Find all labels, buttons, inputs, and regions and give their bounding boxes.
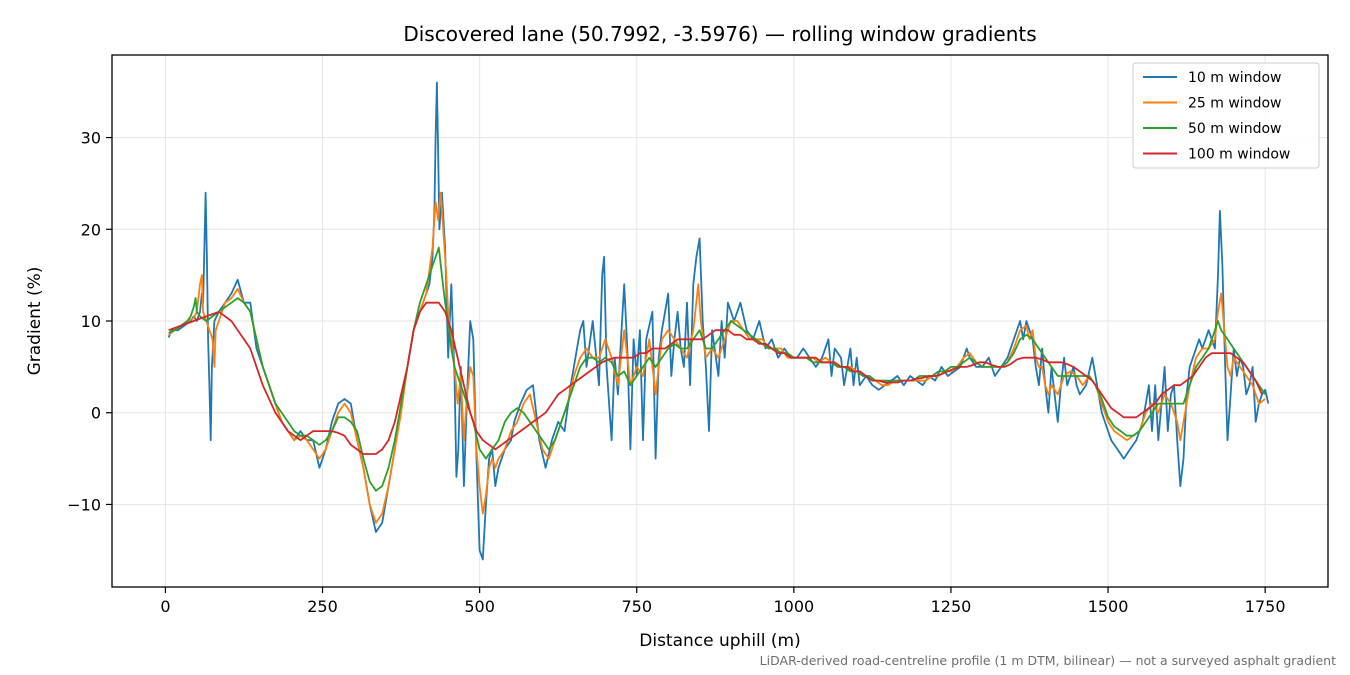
legend-label: 100 m window [1188,147,1290,163]
x-tick-label: 1250 [931,597,972,616]
x-tick-label: 1750 [1245,597,1286,616]
axis-ticks: 0 250 500 750 1000 1250 1500 1750 −10 0 10 20 30 [67,129,1285,616]
x-tick-label: 500 [464,597,495,616]
series-lines [167,81,1270,561]
chart-title: Discovered lane (50.7992, -3.5976) — rol… [403,22,1036,46]
legend-box [1132,62,1320,169]
footnote: LiDAR-derived road-centreline profile (1… [760,653,1336,668]
y-tick-label: 20 [81,220,101,239]
legend: 10 m window 25 m window 50 m window 100 m w… [1132,62,1320,169]
y-tick-label: 0 [91,404,101,423]
x-tick-label: 1500 [1088,597,1129,616]
series-line-3 [168,246,1266,492]
x-tick-label: 750 [621,597,652,616]
x-tick-label: 1000 [773,597,814,616]
x-axis-label: Distance uphill (m) [639,631,800,651]
legend-label: 10 m window [1188,70,1281,86]
y-tick-label: 10 [81,312,101,331]
x-tick-label: 250 [307,597,338,616]
x-tick-label: 0 [160,597,170,616]
legend-label: 50 m window [1188,121,1281,137]
y-tick-label: −10 [67,495,101,514]
series-line-4 [168,301,1263,455]
legend-items: 10 m window 25 m window 50 m window 100 m w… [1143,70,1290,163]
y-tick-label: 30 [81,129,101,148]
legend-label: 25 m window [1188,96,1281,112]
y-axis-label: Gradient (%) [25,267,45,376]
